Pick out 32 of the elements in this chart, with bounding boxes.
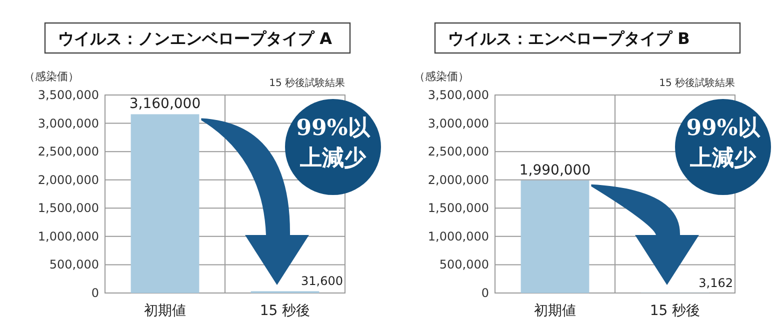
y-tick-label: 2,500,000 xyxy=(38,144,99,159)
annotation: 99%以上減少 xyxy=(295,114,372,173)
y-tick-label: 2,000,000 xyxy=(38,172,99,187)
y-tick-label: 500,000 xyxy=(49,258,99,272)
y-tick-label: 3,500,000 xyxy=(428,88,489,102)
chart-title: ウイルス：ノンエンベロープタイプ A xyxy=(58,29,333,48)
y-tick-label: 1,000,000 xyxy=(428,229,489,244)
y-tick-label: 1,500,000 xyxy=(38,201,99,216)
x-tick-label: 15 秒後 xyxy=(260,303,310,319)
y-tick-label: 500,000 xyxy=(439,258,489,272)
y-tick-label: 0 xyxy=(481,286,489,300)
x-tick-label: 初期値 xyxy=(144,303,186,319)
text: 15 秒後試験結果 xyxy=(659,77,735,89)
y-tick-label: 2,500,000 xyxy=(428,144,489,159)
y-tick-label: 3,500,000 xyxy=(38,88,99,102)
data-label: 31,600 xyxy=(301,274,343,288)
data-label: 1,990,000 xyxy=(519,162,591,178)
data-label: 3,162 xyxy=(698,276,733,290)
y-tick-label: 1,500,000 xyxy=(428,201,489,216)
y-tick-label: 2,000,000 xyxy=(428,172,489,187)
y-tick-label: 1,000,000 xyxy=(38,229,99,244)
text: 15 秒後試験結果 xyxy=(269,77,345,89)
annotation: 99%以上減少 xyxy=(685,114,762,173)
data-label: 3,160,000 xyxy=(129,96,201,112)
x-tick-label: 15 秒後 xyxy=(650,303,700,319)
y-tick-label: 3,000,000 xyxy=(428,116,489,130)
x-tick-label: 初期値 xyxy=(534,303,576,319)
y-axis-title: （感染価） xyxy=(414,70,469,83)
y-axis-title: （感染価） xyxy=(24,70,79,83)
y-tick-label: 0 xyxy=(91,286,99,300)
y-tick-label: 3,000,000 xyxy=(38,116,99,130)
chart-title: ウイルス：エンベロープタイプ B xyxy=(448,29,690,48)
